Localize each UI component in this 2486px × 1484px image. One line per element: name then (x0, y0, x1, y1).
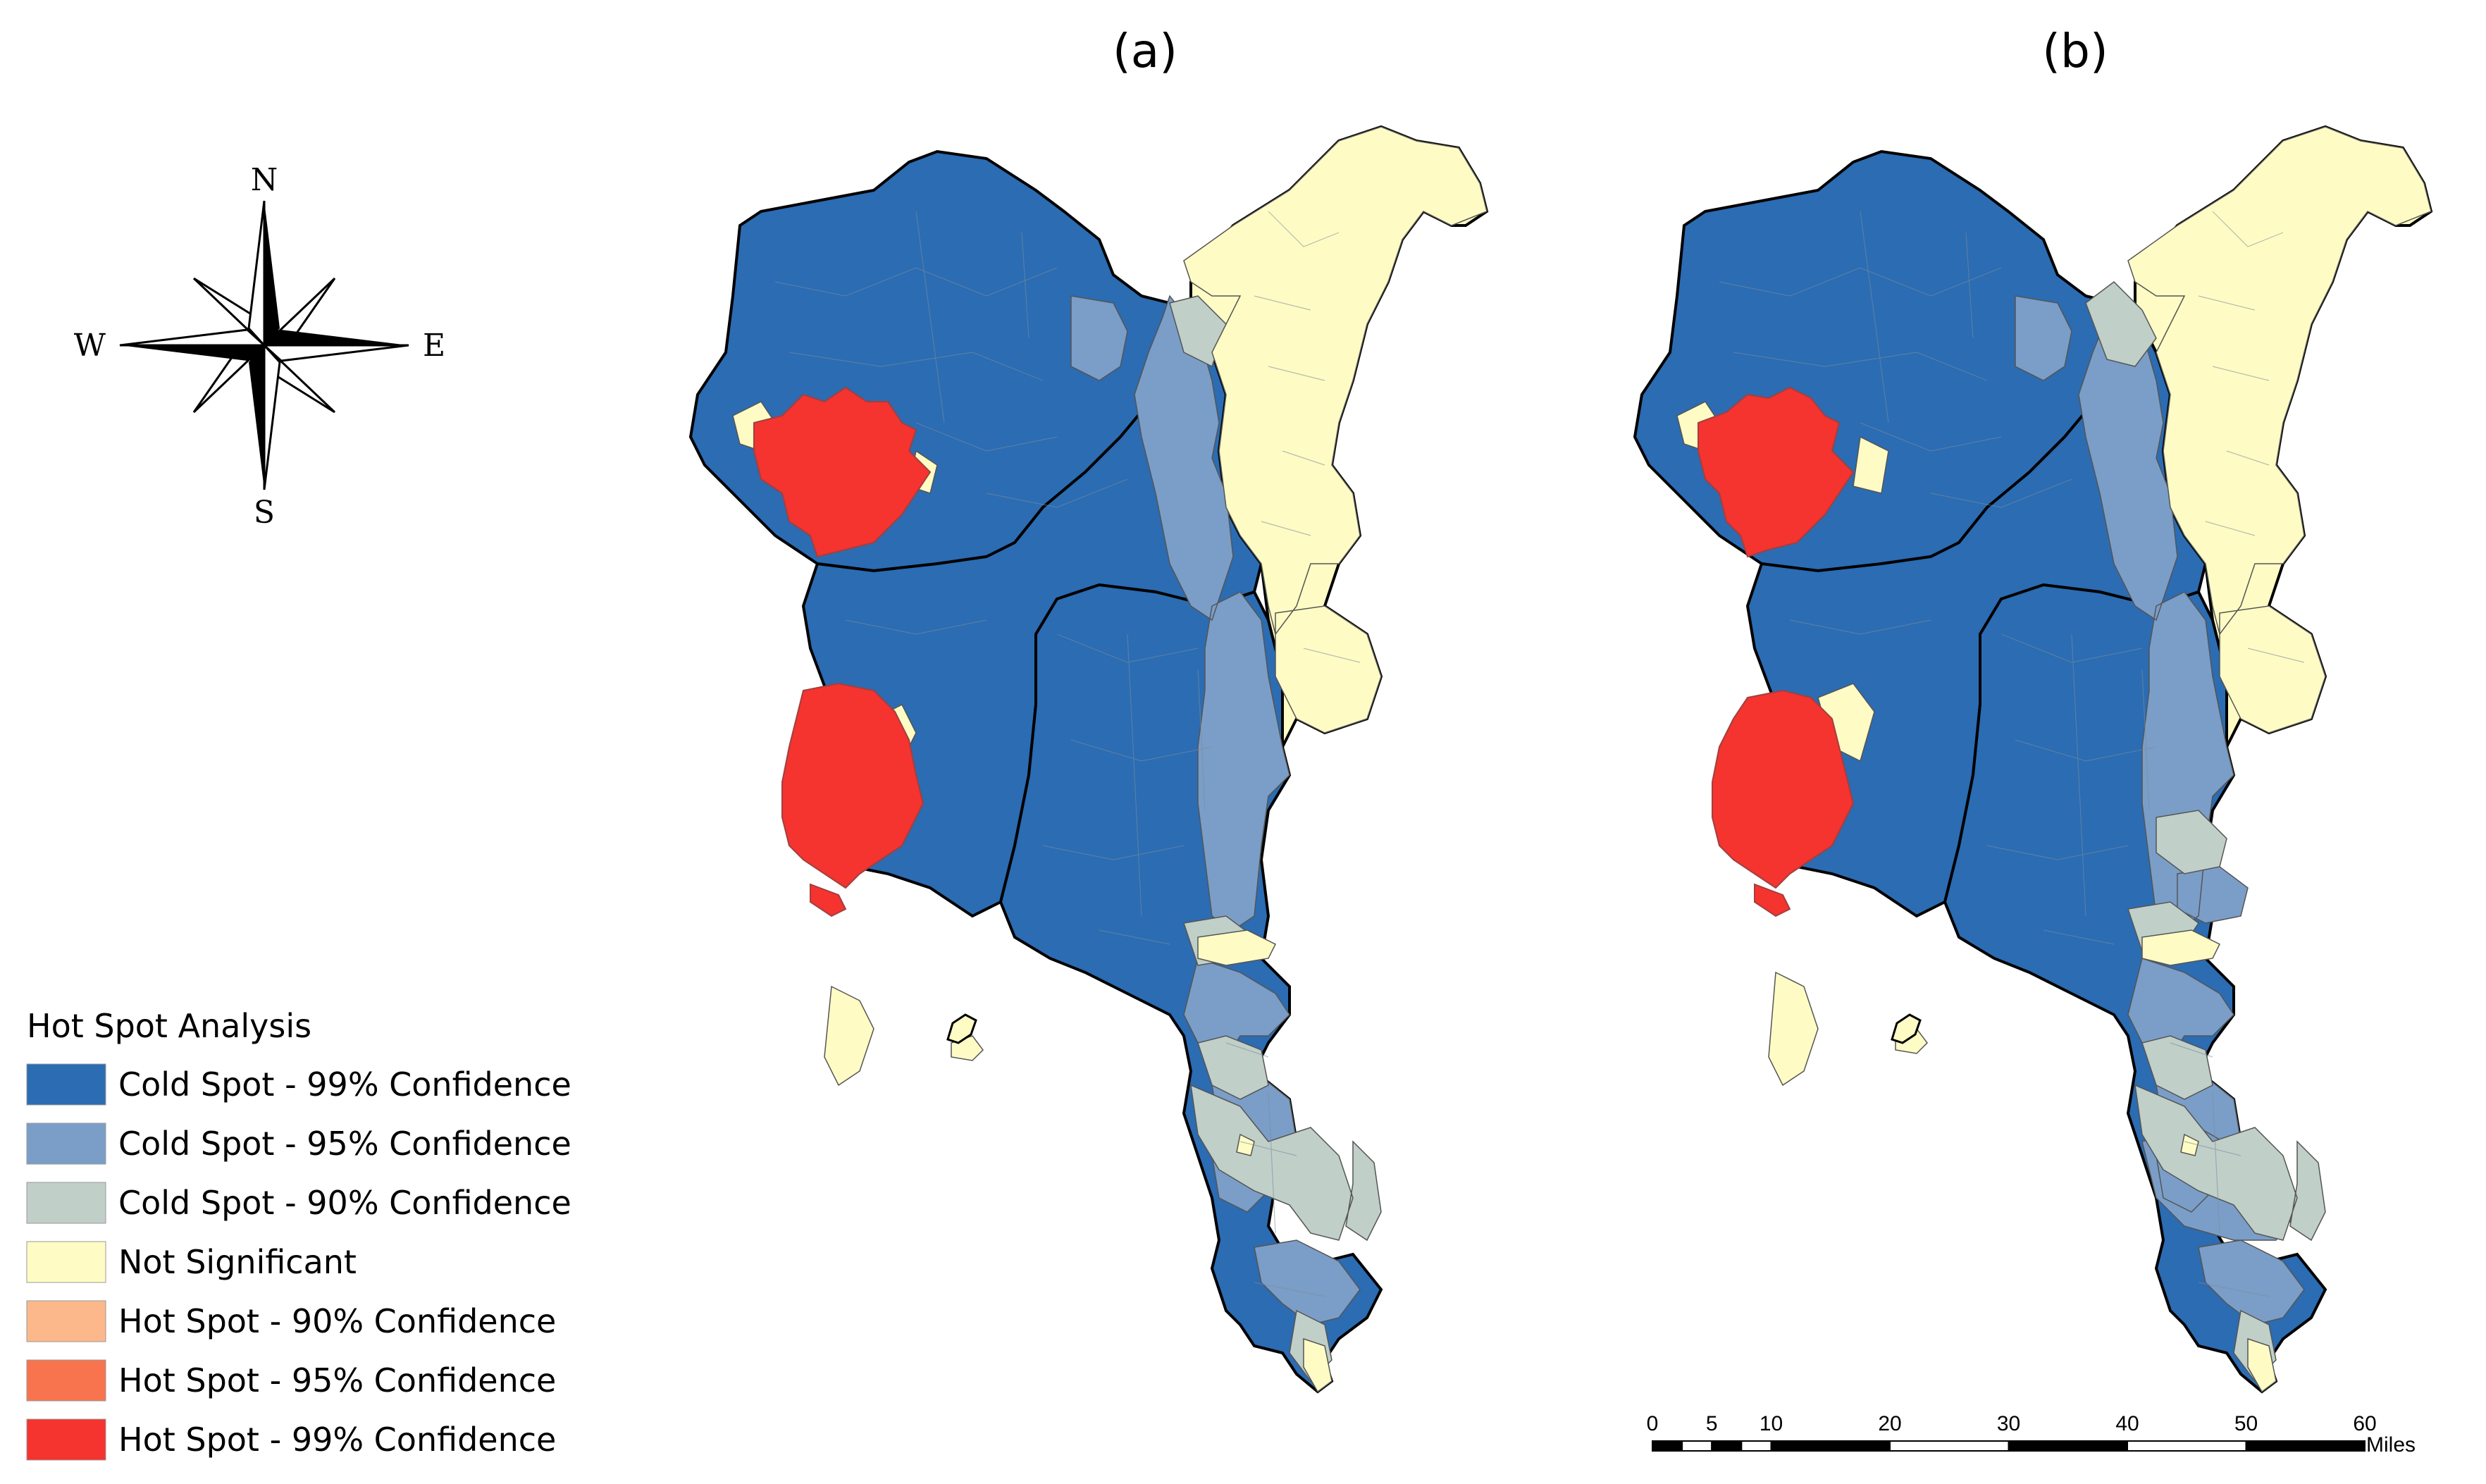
scale-segment (1711, 1440, 1743, 1452)
scale-segment (1681, 1440, 1713, 1452)
scale-segment (2127, 1440, 2247, 1452)
legend-label: Cold Spot - 95% Confidence (118, 1125, 571, 1163)
legend-swatch (26, 1063, 106, 1106)
scale-segment (1740, 1440, 1772, 1452)
island-a (946, 1013, 977, 1044)
scale-tick-label: 20 (1878, 1412, 1901, 1435)
scale-tick-label: 30 (1997, 1412, 2020, 1435)
hot-99-zones-b (1697, 386, 1855, 917)
scale-tick-label: 5 (1706, 1412, 1718, 1435)
compass-w-label: W (74, 328, 106, 364)
scale-tick-labels: 0 5 10 20 30 40 50 60 (1647, 1412, 2377, 1435)
scale-bar: 0 5 10 20 30 40 50 60 Miles (1647, 1412, 2416, 1457)
district-boundaries-a (774, 211, 1361, 1297)
legend-items: Cold Spot - 99% Confidence Cold Spot - 95… (26, 1063, 571, 1461)
legend-label: Hot Spot - 99% Confidence (118, 1421, 556, 1459)
scale-tick-label: 0 (1647, 1412, 1659, 1435)
legend-label: Not Significant (118, 1243, 357, 1281)
map-panel-a: (a) (688, 24, 1489, 1394)
scale-segment (2245, 1440, 2366, 1452)
island-b (1891, 1013, 1922, 1044)
scale-segment (1652, 1440, 1683, 1452)
scale-segment (1770, 1440, 1891, 1452)
legend-label: Cold Spot - 99% Confidence (118, 1065, 571, 1103)
legend-swatch (26, 1418, 106, 1461)
scale-segment (2008, 1440, 2128, 1452)
scale-segment (1889, 1440, 2010, 1452)
legend-title: Hot Spot Analysis (27, 1007, 311, 1045)
legend-swatch (26, 1300, 106, 1342)
scale-tick-label: 10 (1760, 1412, 1783, 1435)
legend-swatch (26, 1359, 106, 1402)
compass-s-label: S (254, 495, 275, 531)
cold-95-zones-a (1070, 295, 1361, 1325)
scale-segments (1652, 1440, 2366, 1452)
compass-n-label: N (251, 162, 278, 198)
scale-tick-label: 40 (2115, 1412, 2139, 1435)
legend-swatch (26, 1182, 106, 1224)
legend-swatch (26, 1123, 106, 1165)
panel-a-label: (a) (1113, 24, 1177, 78)
legend-label: Cold Spot - 90% Confidence (118, 1184, 571, 1222)
legend: Hot Spot Analysis Cold Spot - 99% Confid… (26, 1007, 571, 1461)
legend-swatch (26, 1241, 106, 1283)
scale-tick-label: 50 (2234, 1412, 2258, 1435)
map-panel-b: (b) (1633, 24, 2433, 1394)
scale-unit-label: Miles (2366, 1433, 2416, 1457)
compass-rose: N S E W (74, 162, 445, 531)
hot-99-zones-a (753, 386, 932, 917)
legend-label: Hot Spot - 90% Confidence (118, 1302, 556, 1340)
compass-e-label: E (423, 328, 445, 364)
panel-b-label: (b) (2042, 24, 2108, 78)
scale-tick-label: 60 (2353, 1412, 2376, 1435)
legend-label: Hot Spot - 95% Confidence (118, 1361, 556, 1399)
district-boundaries-b (1719, 211, 2305, 1297)
